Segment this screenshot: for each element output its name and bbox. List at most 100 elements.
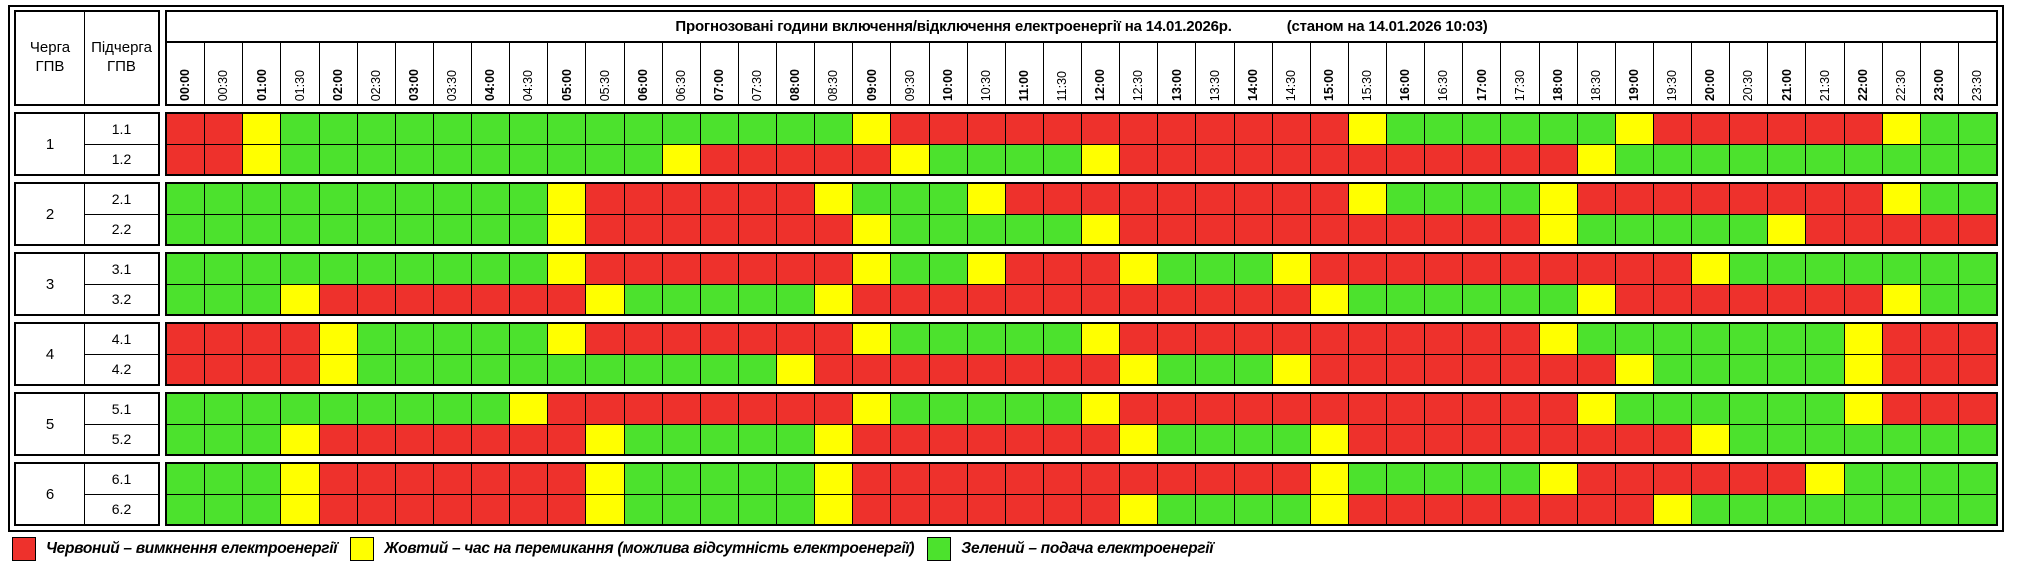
time-slot-label-text: 20:00 bbox=[1703, 69, 1718, 101]
schedule-cell-1.2-08:00 bbox=[777, 144, 815, 174]
schedule-cell-3.2-19:00 bbox=[1615, 284, 1653, 314]
schedule-cell-6.2-19:00 bbox=[1615, 494, 1653, 524]
schedule-cell-3.2-09:30 bbox=[891, 284, 929, 314]
schedule-cell-3.1-05:30 bbox=[586, 254, 624, 284]
time-slot-label-text: 22:30 bbox=[1893, 69, 1908, 101]
schedule-cell-4.2-15:00 bbox=[1310, 354, 1348, 384]
schedule-cell-3.1-21:00 bbox=[1768, 254, 1806, 284]
header-divider bbox=[160, 10, 165, 106]
schedule-cell-4.1-23:00 bbox=[1920, 324, 1958, 354]
schedule-cell-4.2-09:00 bbox=[853, 354, 891, 384]
schedule-cell-4.2-18:00 bbox=[1539, 354, 1577, 384]
schedule-cell-4.1-21:30 bbox=[1806, 324, 1844, 354]
schedule-cell-5.2-06:00 bbox=[624, 424, 662, 454]
schedule-cell-3.1-11:00 bbox=[1005, 254, 1043, 284]
schedule-cell-2.1-14:30 bbox=[1272, 184, 1310, 214]
schedule-cell-1.2-11:00 bbox=[1005, 144, 1043, 174]
schedule-cell-1.1-04:30 bbox=[510, 114, 548, 144]
schedule-cell-4.1-03:30 bbox=[433, 324, 471, 354]
schedule-cell-6.1-08:30 bbox=[815, 464, 853, 494]
schedule-cell-5.2-14:30 bbox=[1272, 424, 1310, 454]
time-header: Прогнозовані години включення/відключенн… bbox=[165, 10, 1998, 106]
schedule-cell-2.1-06:00 bbox=[624, 184, 662, 214]
schedule-cell-6.2-04:00 bbox=[472, 494, 510, 524]
queue-number: 2 bbox=[16, 184, 85, 244]
schedule-cell-5.2-04:00 bbox=[472, 424, 510, 454]
queue-band-2: 2 2.1 2.2 bbox=[14, 182, 1998, 246]
schedule-cell-4.2-02:30 bbox=[357, 354, 395, 384]
schedule-cell-5.1-17:30 bbox=[1501, 394, 1539, 424]
schedule-cell-3.1-19:00 bbox=[1615, 254, 1653, 284]
schedule-cell-3.2-19:30 bbox=[1653, 284, 1691, 314]
schedule-cell-5.1-07:30 bbox=[738, 394, 776, 424]
schedule-cell-4.2-04:00 bbox=[472, 354, 510, 384]
schedule-cell-6.1-20:00 bbox=[1692, 464, 1730, 494]
schedule-cell-4.1-10:30 bbox=[967, 324, 1005, 354]
queue-band-labels: 4 4.1 4.2 bbox=[14, 322, 160, 386]
time-slot-label: 04:30 bbox=[510, 43, 548, 104]
schedule-cell-4.2-08:30 bbox=[815, 354, 853, 384]
schedule-cell-2.1-07:00 bbox=[700, 184, 738, 214]
schedule-cell-1.1-06:30 bbox=[662, 114, 700, 144]
time-slot-label-text: 07:00 bbox=[712, 69, 727, 101]
schedule-cell-2.1-20:30 bbox=[1730, 184, 1768, 214]
time-slot-label-text: 09:00 bbox=[864, 69, 879, 101]
schedule-cell-1.1-11:30 bbox=[1043, 114, 1081, 144]
bands: 1 1.1 1.2 2 2.1 2.2 3 3.1 3.2 4 4.1 4.2 5 5.1 5.2 6 6.1 6… bbox=[14, 112, 1998, 526]
schedule-cell-2.2-05:30 bbox=[586, 214, 624, 244]
time-slot-label-text: 10:00 bbox=[940, 69, 955, 101]
schedule-cell-6.1-19:00 bbox=[1615, 464, 1653, 494]
schedule-cell-1.2-19:30 bbox=[1653, 144, 1691, 174]
schedule-cell-2.1-08:30 bbox=[815, 184, 853, 214]
schedule-cell-2.2-09:30 bbox=[891, 214, 929, 244]
schedule-cell-1.1-01:00 bbox=[243, 114, 281, 144]
schedule-cell-2.1-07:30 bbox=[738, 184, 776, 214]
schedule-cell-2.1-12:00 bbox=[1082, 184, 1120, 214]
time-slot-label: 16:00 bbox=[1387, 43, 1425, 104]
schedule-cell-6.1-21:00 bbox=[1768, 464, 1806, 494]
schedule-cell-3.1-12:00 bbox=[1082, 254, 1120, 284]
queue-band-labels: 6 6.1 6.2 bbox=[14, 462, 160, 526]
schedule-cell-4.1-09:00 bbox=[853, 324, 891, 354]
schedule-cell-3.1-01:30 bbox=[281, 254, 319, 284]
schedule-cell-1.2-05:00 bbox=[548, 144, 586, 174]
schedule-cell-2.2-12:30 bbox=[1120, 214, 1158, 244]
subqueue-label: 3.2 bbox=[111, 291, 132, 308]
subqueue-column: 5.1 5.2 bbox=[85, 394, 158, 454]
schedule-cell-4.2-01:00 bbox=[243, 354, 281, 384]
schedule-cell-1.1-21:30 bbox=[1806, 114, 1844, 144]
time-slot-label-text: 10:30 bbox=[978, 69, 993, 101]
schedule-cell-3.1-07:30 bbox=[738, 254, 776, 284]
schedule-cell-3.2-04:30 bbox=[510, 284, 548, 314]
schedule-cell-1.2-18:30 bbox=[1577, 144, 1615, 174]
schedule-cell-5.2-00:30 bbox=[205, 424, 243, 454]
schedule-cell-3.1-10:00 bbox=[929, 254, 967, 284]
time-slot-label: 13:00 bbox=[1158, 43, 1196, 104]
schedule-cell-1.2-04:30 bbox=[510, 144, 548, 174]
queue-band-labels: 3 3.1 3.2 bbox=[14, 252, 160, 316]
time-slot-label: 10:30 bbox=[967, 43, 1005, 104]
time-slot-label-text: 01:30 bbox=[292, 69, 307, 101]
band-divider bbox=[160, 462, 165, 526]
schedule-cell-5.1-17:00 bbox=[1463, 394, 1501, 424]
schedule-cell-2.1-03:00 bbox=[395, 184, 433, 214]
schedule-cell-4.1-13:30 bbox=[1196, 324, 1234, 354]
schedule-cell-6.2-06:00 bbox=[624, 494, 662, 524]
queue-band-5: 5 5.1 5.2 bbox=[14, 392, 1998, 456]
time-slot-label-text: 15:00 bbox=[1322, 69, 1337, 101]
time-slot-label: 02:00 bbox=[319, 43, 357, 104]
schedule-cell-1.2-18:00 bbox=[1539, 144, 1577, 174]
schedule-cell-1.1-06:00 bbox=[624, 114, 662, 144]
schedule-cell-1.1-18:30 bbox=[1577, 114, 1615, 144]
queue-band-labels: 2 2.1 2.2 bbox=[14, 182, 160, 246]
schedule-cell-6.1-06:00 bbox=[624, 464, 662, 494]
schedule-cell-5.1-08:00 bbox=[777, 394, 815, 424]
subqueue-label: 1.1 bbox=[85, 114, 158, 145]
schedule-cell-2.1-09:30 bbox=[891, 184, 929, 214]
schedule-cell-6.2-19:30 bbox=[1653, 494, 1691, 524]
schedule-cell-4.1-22:00 bbox=[1844, 324, 1882, 354]
schedule-cell-2.2-06:00 bbox=[624, 214, 662, 244]
schedule-cell-1.2-21:00 bbox=[1768, 144, 1806, 174]
schedule-cell-4.1-20:30 bbox=[1730, 324, 1768, 354]
schedule-cell-3.2-12:00 bbox=[1082, 284, 1120, 314]
